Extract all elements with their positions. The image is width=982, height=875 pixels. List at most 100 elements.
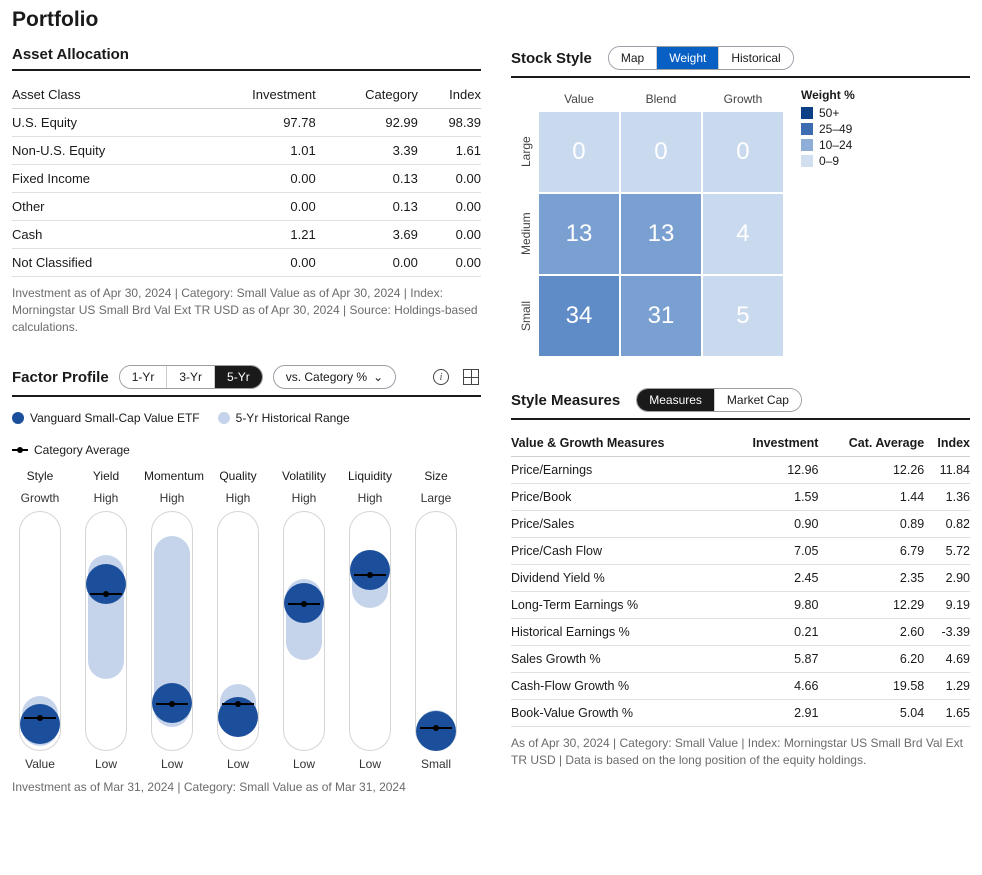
aa-col-inv: Investment (193, 81, 316, 109)
factor-column: Yield High Low (78, 469, 134, 771)
factor-bottom-label: Low (144, 757, 200, 771)
period-3-yr[interactable]: 3-Yr (167, 366, 215, 388)
table-view-icon[interactable] (461, 367, 481, 387)
period-5-yr[interactable]: 5-Yr (215, 366, 262, 388)
stylebox-cell: 0 (621, 112, 701, 192)
stylebox-row-label: Small (515, 276, 537, 356)
factor-top-label: High (276, 491, 332, 505)
factor-top-label: High (210, 491, 266, 505)
style-measures-table: Value & Growth Measures Investment Cat. … (511, 430, 970, 727)
table-row: Price/Cash Flow7.056.795.72 (511, 538, 970, 565)
factor-name: Volatility (276, 469, 332, 483)
factor-pill (151, 511, 193, 751)
table-row: Non-U.S. Equity1.013.391.61 (12, 137, 481, 165)
asset-allocation-footnote: Investment as of Apr 30, 2024 | Category… (12, 285, 481, 335)
factor-top-label: Growth (12, 491, 68, 505)
stock-style-segment: MapWeightHistorical (608, 46, 794, 70)
tab-historical[interactable]: Historical (719, 47, 792, 69)
table-row: Book-Value Growth %2.915.041.65 (511, 700, 970, 727)
aa-col-idx: Index (418, 81, 481, 109)
factor-pill (283, 511, 325, 751)
factor-bottom-label: Low (342, 757, 398, 771)
factor-bottom-label: Value (12, 757, 68, 771)
asset-allocation-table: Asset Class Investment Category Index U.… (12, 81, 481, 277)
stylebox-col-label: Growth (703, 88, 783, 110)
stylebox-row-label: Medium (515, 194, 537, 274)
table-row: Dividend Yield %2.452.352.90 (511, 565, 970, 592)
sm-col-idx: Index (924, 430, 970, 457)
factor-column: SizeLargeSmall (408, 469, 464, 771)
stylebox-cell: 5 (703, 276, 783, 356)
style-box: ValueBlendGrowthLarge000Medium13134Small… (515, 88, 783, 356)
style-measures-segment: MeasuresMarket Cap (636, 388, 802, 412)
comparison-dropdown[interactable]: vs. Category % (273, 365, 396, 389)
stylebox-cell: 13 (621, 194, 701, 274)
factor-bottom-label: Low (78, 757, 134, 771)
factor-top-label: High (78, 491, 134, 505)
factor-column: Liquidity High Low (342, 469, 398, 771)
aa-col-cat: Category (316, 81, 418, 109)
factor-name: Momentum (144, 469, 200, 483)
table-row: Historical Earnings %0.212.60-3.39 (511, 619, 970, 646)
sm-col-cat: Cat. Average (818, 430, 924, 457)
factor-profile-footnote: Investment as of Mar 31, 2024 | Category… (12, 779, 481, 796)
legend-item: 10–24 (801, 138, 855, 152)
stylebox-cell: 0 (703, 112, 783, 192)
factor-name: Style (12, 469, 68, 483)
stylebox-cell: 0 (539, 112, 619, 192)
stylebox-col-label: Blend (621, 88, 701, 110)
factor-column: QualityHighLow (210, 469, 266, 771)
tab-market-cap[interactable]: Market Cap (715, 389, 801, 411)
tab-map[interactable]: Map (609, 47, 657, 69)
factor-pill (217, 511, 259, 751)
table-row: Price/Earnings12.9612.2611.84 (511, 457, 970, 484)
table-row: Long-Term Earnings %9.8012.299.19 (511, 592, 970, 619)
stylebox-cell: 34 (539, 276, 619, 356)
stylebox-cell: 4 (703, 194, 783, 274)
legend-item: 50+ (801, 106, 855, 120)
period-segment: 1-Yr3-Yr5-Yr (119, 365, 263, 389)
table-row: Cash1.213.690.00 (12, 221, 481, 249)
table-row: Price/Book1.591.441.36 (511, 484, 970, 511)
factor-pill (349, 511, 391, 751)
stylebox-row-label: Large (515, 112, 537, 192)
page-title: Portfolio (12, 8, 970, 32)
factor-name: Size (408, 469, 464, 483)
factor-pill (85, 511, 127, 751)
factor-bottom-label: Small (408, 757, 464, 771)
legend-item: 25–49 (801, 122, 855, 136)
factor-column: Volatility High Low (276, 469, 332, 771)
stylebox-cell: 31 (621, 276, 701, 356)
legend-category: Category Average (12, 443, 481, 457)
stock-style-header: Stock Style (511, 50, 592, 67)
style-measures-footnote: As of Apr 30, 2024 | Category: Small Val… (511, 735, 970, 769)
style-measures-header: Style Measures (511, 392, 620, 409)
table-row: U.S. Equity97.7892.9998.39 (12, 109, 481, 137)
tab-measures[interactable]: Measures (637, 389, 715, 411)
table-row: Price/Sales0.900.890.82 (511, 511, 970, 538)
factor-pill (415, 511, 457, 751)
factor-top-label: High (342, 491, 398, 505)
tab-weight[interactable]: Weight (657, 47, 719, 69)
table-row: Not Classified0.000.000.00 (12, 249, 481, 277)
aa-col-asset: Asset Class (12, 81, 193, 109)
legend-title: Weight % (801, 88, 855, 102)
table-row: Sales Growth %5.876.204.69 (511, 646, 970, 673)
factor-grid: StyleGrowthValueYieldHighLowMomentumHigh… (12, 469, 481, 771)
chevron-down-icon (373, 370, 383, 384)
factor-column: Style Growth Value (12, 469, 68, 771)
factor-bottom-label: Low (276, 757, 332, 771)
sm-col-inv: Investment (726, 430, 818, 457)
factor-name: Yield (78, 469, 134, 483)
weight-legend: Weight % 50+25–4910–240–9 (801, 88, 855, 170)
asset-allocation-header: Asset Allocation (12, 46, 481, 71)
legend-range: 5-Yr Historical Range (218, 411, 350, 425)
factor-bottom-label: Low (210, 757, 266, 771)
stylebox-col-label: Value (539, 88, 619, 110)
info-icon[interactable]: i (431, 367, 451, 387)
period-1-yr[interactable]: 1-Yr (120, 366, 168, 388)
factor-name: Liquidity (342, 469, 398, 483)
comparison-dropdown-label: vs. Category % (286, 370, 367, 384)
factor-column: MomentumHighLow (144, 469, 200, 771)
stylebox-cell: 13 (539, 194, 619, 274)
